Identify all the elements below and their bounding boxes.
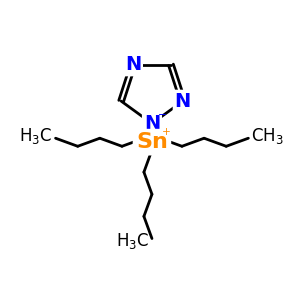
Text: H$_3$C: H$_3$C xyxy=(116,230,149,250)
Text: N: N xyxy=(175,92,191,111)
Text: CH$_3$: CH$_3$ xyxy=(251,126,284,146)
Text: N: N xyxy=(125,56,141,74)
Text: $^+$: $^+$ xyxy=(159,128,171,143)
Text: Sn: Sn xyxy=(136,132,168,152)
Text: N: N xyxy=(144,114,160,133)
Text: $^-$: $^-$ xyxy=(155,111,167,126)
Text: H$_3$C: H$_3$C xyxy=(20,126,52,146)
